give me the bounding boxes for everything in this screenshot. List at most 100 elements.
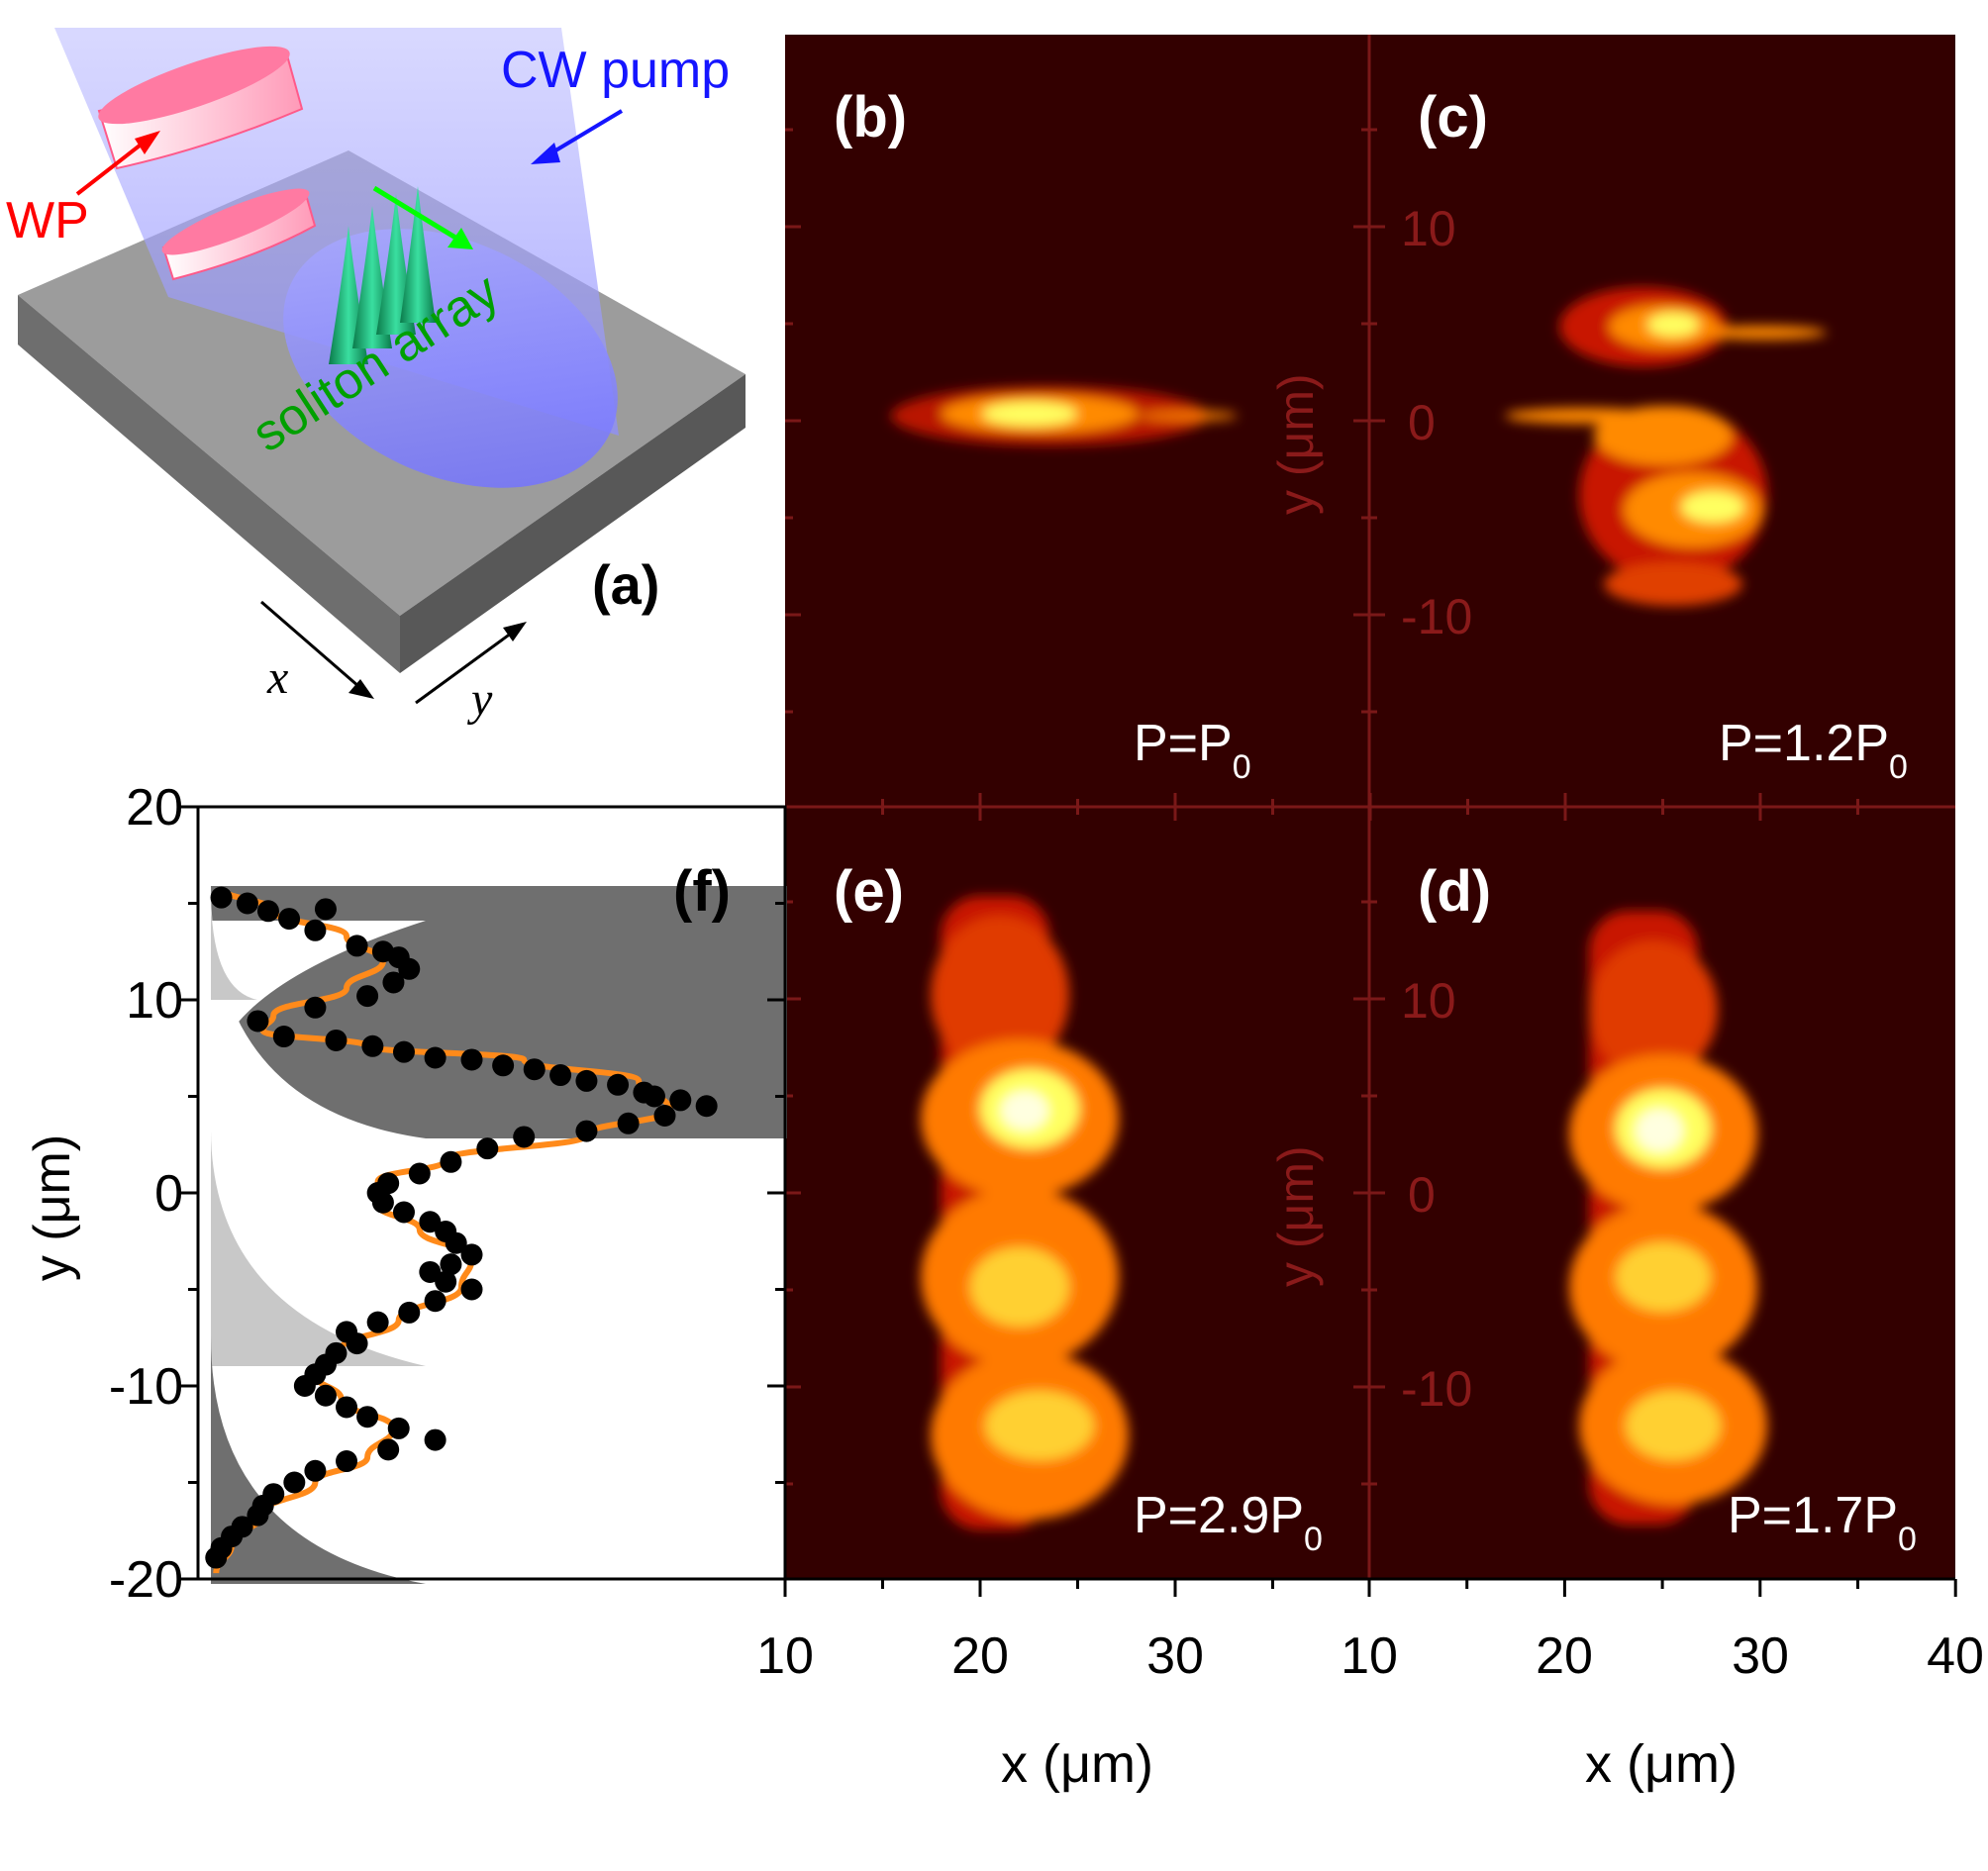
x-axis-title-right: x (μm)	[1585, 1734, 1738, 1794]
data-point-56	[293, 1375, 316, 1397]
data-point-21	[523, 1058, 546, 1081]
data-point-4	[304, 919, 327, 941]
cw-pump-arrow-head	[531, 143, 560, 164]
data-point-57	[314, 1384, 337, 1407]
data-points	[205, 886, 718, 1569]
panel-a: CW pump WP soliton array (a) x y	[6, 28, 746, 726]
data-point-45	[419, 1260, 442, 1283]
panel-d-y-axis-label: y (μm)	[1268, 1145, 1324, 1287]
data-point-65	[283, 1471, 306, 1494]
panel-b-beam	[891, 386, 1238, 445]
panel-b-power-text: P=P	[1134, 715, 1233, 772]
data-point-31	[575, 1120, 598, 1142]
wp-arrow-head	[135, 131, 160, 154]
panel-c-power-sub: 0	[1889, 748, 1908, 786]
data-point-14	[272, 1026, 295, 1048]
panel-f-y-axis-label: y (μm)	[24, 1134, 81, 1281]
panel-b-label: (b)	[834, 85, 907, 149]
x-axis-arrow	[260, 600, 367, 695]
data-point-27	[669, 1089, 692, 1112]
data-point-30	[617, 1112, 640, 1134]
data-point-9	[398, 957, 421, 980]
data-point-11	[356, 985, 379, 1008]
panel-c: (c) P=1.2P0	[1369, 35, 1955, 807]
panel-c-ytick-10: 10	[1401, 201, 1456, 256]
panel-d-ytick-10: 10	[1401, 973, 1456, 1029]
data-point-62	[377, 1438, 400, 1461]
data-point-23	[575, 1069, 598, 1092]
x-axis-label: x	[266, 651, 288, 704]
data-point-13	[247, 1010, 269, 1033]
panel-d-power-sub: 0	[1898, 1521, 1917, 1558]
panel-c-power-text: P=1.2P	[1719, 715, 1889, 772]
panel-d-power: P=1.7P0	[1728, 1487, 1917, 1558]
data-point-12	[304, 996, 327, 1019]
panel-e-power: P=2.9P0	[1134, 1487, 1323, 1558]
f-ytick-neg10: -10	[109, 1358, 183, 1416]
xtick-right-10: 10	[1341, 1627, 1398, 1685]
data-point-5	[314, 898, 337, 921]
x-axis-arrow-head	[348, 679, 374, 699]
crystal-slab-front	[18, 295, 400, 673]
data-point-60	[387, 1417, 410, 1439]
data-point-20	[492, 1054, 515, 1077]
xtick-right-40: 40	[1927, 1627, 1984, 1685]
panel-b: (b) P=P0	[785, 35, 1369, 807]
data-point-6	[346, 935, 368, 957]
data-point-29	[653, 1105, 676, 1127]
propagation-arrow-head	[447, 228, 473, 249]
panel-c-ytick-0: 0	[1408, 395, 1436, 450]
panel-b-power: P=P0	[1134, 715, 1251, 786]
panel-e-label: (e)	[834, 859, 904, 924]
f-ytick-0: 0	[154, 1165, 183, 1223]
wp-arrow	[75, 137, 150, 196]
xtick-right-30: 30	[1732, 1627, 1789, 1685]
data-point-64	[304, 1459, 327, 1482]
panel-d-ytick-0: 0	[1408, 1167, 1436, 1223]
data-point-50	[366, 1311, 389, 1333]
data-point-49	[398, 1301, 421, 1324]
panel-d-label: (d)	[1418, 859, 1491, 924]
data-point-33	[476, 1137, 499, 1160]
data-point-15	[325, 1029, 348, 1051]
y-axis-arrow-head	[503, 622, 527, 641]
x-axis-title-left: x (μm)	[1001, 1734, 1153, 1794]
panel-c-y-ticks: 10 0 -10	[1401, 201, 1472, 644]
data-point-16	[361, 1034, 384, 1057]
wave-plate-bottom	[161, 188, 317, 281]
data-point-61	[424, 1428, 447, 1451]
data-point-3	[278, 908, 301, 931]
data-point-32	[513, 1126, 536, 1148]
panel-e-power-text: P=2.9P	[1134, 1487, 1304, 1544]
data-point-2	[256, 900, 279, 923]
panel-f: (f) 20 10 0 -10 -20 y (μm)	[24, 779, 787, 1609]
data-point-46	[435, 1270, 457, 1293]
data-point-59	[356, 1406, 379, 1428]
cw-pump-label: CW pump	[501, 42, 730, 99]
panel-e: (e) P=2.9P0	[785, 807, 1369, 1579]
data-point-40	[419, 1211, 442, 1233]
panel-f-y-ticks	[180, 805, 785, 1581]
data-point-0	[210, 886, 233, 909]
panel-a-label: (a)	[592, 553, 659, 616]
data-point-28	[695, 1095, 718, 1118]
data-point-35	[408, 1162, 431, 1185]
data-point-22	[549, 1064, 572, 1087]
panel-c-label: (c)	[1418, 85, 1488, 149]
panel-d-ytick-neg10: -10	[1401, 1361, 1472, 1417]
bottom-x-axis-ticks	[783, 1579, 1957, 1597]
panel-e-beam	[921, 896, 1129, 1529]
xtick-left-10: 10	[756, 1627, 814, 1685]
panel-c-beam	[1505, 287, 1827, 606]
data-point-68	[247, 1504, 269, 1526]
data-point-44	[440, 1253, 462, 1276]
crystal-slab-side	[400, 374, 746, 673]
data-point-24	[607, 1073, 630, 1096]
panel-f-label: (f)	[673, 859, 731, 924]
xtick-right-20: 20	[1536, 1627, 1593, 1685]
panel-d: (d) P=1.7P0	[1369, 807, 1955, 1579]
data-point-10	[382, 971, 405, 994]
data-point-1	[236, 892, 258, 915]
data-point-58	[336, 1396, 358, 1419]
data-point-63	[336, 1450, 358, 1473]
